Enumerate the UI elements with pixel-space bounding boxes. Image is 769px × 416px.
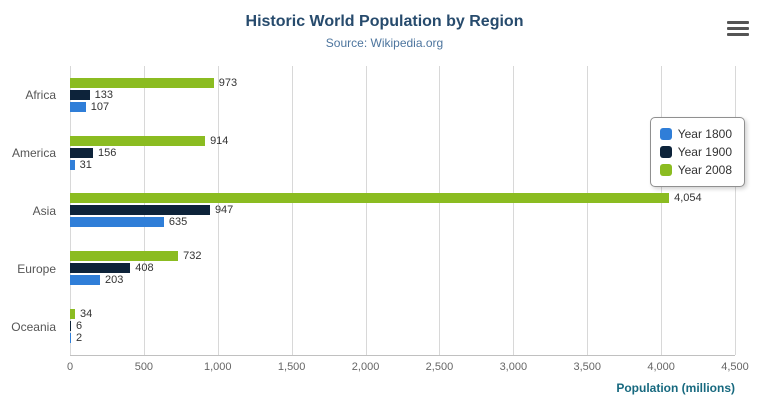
legend-swatch-icon <box>659 164 672 176</box>
bar-value-label: 2 <box>76 332 83 345</box>
x-tick-label: 2,500 <box>425 361 454 373</box>
legend-item[interactable]: Year 1900 <box>659 143 732 161</box>
category-label: America <box>11 146 56 160</box>
x-tick-label: 4,000 <box>647 361 675 373</box>
bar-value-label: 34 <box>80 308 93 321</box>
category-row: 914 156 31 <box>70 124 735 182</box>
x-tick-label: 2,000 <box>351 361 380 373</box>
chart-subtitle: Source: Wikipedia.org <box>325 36 444 50</box>
gridline <box>661 66 663 355</box>
bar[interactable] <box>70 77 214 88</box>
legend-label: Year 1900 <box>677 145 732 159</box>
category-label: Asia <box>32 204 56 218</box>
legend-label: Year 2008 <box>677 163 732 177</box>
gridline <box>217 66 219 355</box>
bar-line: 156 <box>70 146 735 159</box>
x-tick-label: 1,000 <box>204 361 232 373</box>
bar-value-label: 4,054 <box>674 192 702 205</box>
gridline <box>513 66 515 355</box>
bar-value-label: 107 <box>90 100 110 113</box>
category-row: 732 408 203 <box>70 239 735 297</box>
bar[interactable] <box>70 333 71 344</box>
bar[interactable] <box>70 309 76 320</box>
bar[interactable] <box>70 135 206 146</box>
bar-line: 203 <box>70 274 735 287</box>
legend: Year 1800 Year 1900 Year 2008 <box>649 117 745 187</box>
gridline <box>587 66 589 355</box>
bar[interactable] <box>70 147 94 158</box>
bar[interactable] <box>70 101 86 112</box>
bar[interactable] <box>70 217 164 228</box>
bar-value-label: 732 <box>183 250 202 263</box>
bar-value-label: 203 <box>104 274 124 287</box>
category-axis-labels: Africa America Asia Europe Oceania <box>0 66 64 356</box>
x-tick-label: 3,000 <box>499 361 528 373</box>
bar-line: 133 <box>70 88 735 101</box>
bar-line: 914 <box>70 134 735 147</box>
bar-value-label: 133 <box>94 88 113 101</box>
bar-line: 635 <box>70 216 735 229</box>
bar[interactable] <box>70 193 670 204</box>
x-tick-label: 4,500 <box>721 361 749 373</box>
bar-line: 4,054 <box>70 192 735 205</box>
plot-area: 973 133 107 914 156 31 4,054 947 635 732 408 203 34 6… <box>70 66 736 356</box>
legend-item[interactable]: Year 1800 <box>659 125 732 143</box>
category-row: 973 133 107 <box>70 66 735 124</box>
bar[interactable] <box>70 275 100 286</box>
bar-line: 732 <box>70 250 735 263</box>
gridline <box>439 66 441 355</box>
bar-value-label: 973 <box>218 76 238 89</box>
category-label: Africa <box>25 88 56 102</box>
x-tick-label: 500 <box>134 361 154 373</box>
bar-line: 34 <box>70 308 735 321</box>
bar[interactable] <box>70 159 75 170</box>
bar-line: 947 <box>70 204 735 217</box>
gridline <box>735 66 736 355</box>
category-row: 4,054 947 635 <box>70 182 735 240</box>
x-axis-tick-labels: 0 500 1,000 1,500 2,000 2,500 3,000 3,500 4,000 4… <box>66 361 749 375</box>
bar[interactable] <box>70 251 179 262</box>
bar-line: 2 <box>70 332 735 345</box>
legend-swatch-icon <box>659 146 672 158</box>
gridline <box>291 66 293 355</box>
bar-line: 107 <box>70 100 735 113</box>
bar-value-label: 156 <box>98 146 117 159</box>
category-label: Europe <box>17 262 56 276</box>
bar[interactable] <box>70 89 90 100</box>
bar-value-label: 31 <box>79 158 92 171</box>
x-axis-title: Population (millions) <box>616 381 735 395</box>
bar[interactable] <box>70 321 71 332</box>
plot-rows: 973 133 107 914 156 31 4,054 947 635 732 408 203 34 6… <box>70 66 735 355</box>
x-tick-label: 3,500 <box>573 361 601 373</box>
bar-value-label: 947 <box>214 204 234 217</box>
bar-value-label: 635 <box>168 216 188 229</box>
chart-title: Historic World Population by Region <box>245 13 524 30</box>
bar-line: 408 <box>70 262 735 275</box>
bar-value-label: 6 <box>76 320 83 333</box>
bar[interactable] <box>70 205 210 216</box>
legend-label: Year 1800 <box>677 127 732 141</box>
legend-swatch-icon <box>659 128 672 140</box>
hamburger-icon[interactable] <box>727 18 749 38</box>
bar-value-label: 408 <box>135 262 154 275</box>
gridline <box>365 66 367 355</box>
bar-value-label: 914 <box>210 134 229 147</box>
category-row: 34 6 2 <box>70 297 735 355</box>
category-label: Oceania <box>11 320 56 334</box>
x-tick-label: 0 <box>66 361 74 373</box>
bar-line: 973 <box>70 76 735 89</box>
x-tick-label: 1,500 <box>277 361 306 373</box>
bar-line: 31 <box>70 158 735 171</box>
legend-item[interactable]: Year 2008 <box>659 161 732 179</box>
bar[interactable] <box>70 263 131 274</box>
bar-line: 6 <box>70 320 735 333</box>
